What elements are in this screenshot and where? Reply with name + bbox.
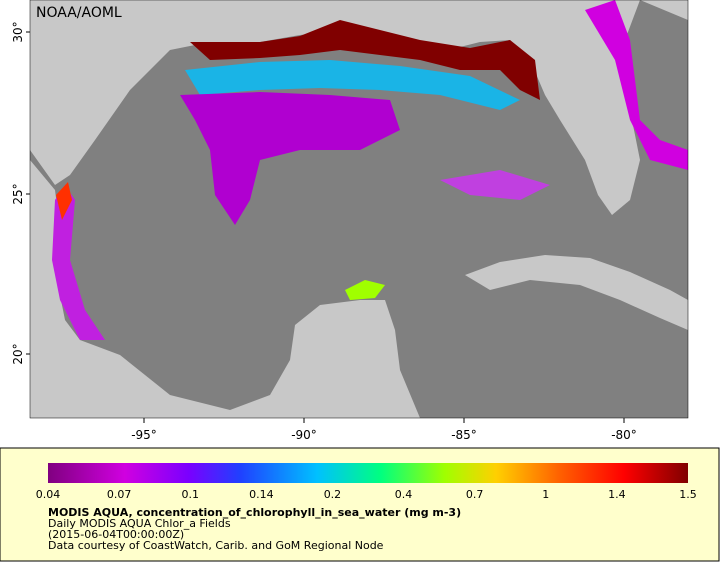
bloom-shelf (180, 92, 400, 225)
lat-labels: 30° 25° 20° (11, 21, 30, 365)
bloom-east (585, 0, 688, 170)
bloom-west-red (56, 182, 72, 220)
colorbar-tick-label: 0.7 (466, 488, 484, 501)
legend-title: MODIS AQUA, concentration_of_chlorophyll… (48, 506, 461, 519)
bloom-mid (440, 170, 550, 200)
map-frame (29, 0, 689, 419)
map (30, 0, 688, 418)
lon-labels: -95° -90° -85° -80° (131, 418, 637, 442)
colorbar-tick-label: 0.04 (36, 488, 61, 501)
colorbar-tick-label: 1.4 (608, 488, 626, 501)
colorbar-tick-label: 1 (542, 488, 549, 501)
lon-label: -90° (291, 428, 317, 442)
lat-label: 20° (11, 343, 25, 364)
legend-subtitle: Daily MODIS AQUA Chlor_a Fields (48, 517, 231, 530)
colorbar-tick-label: 0.1 (181, 488, 199, 501)
cuba-land (465, 255, 688, 330)
legend-credit: Data courtesy of CoastWatch, Carib. and … (48, 539, 384, 552)
bloom-west (52, 185, 105, 340)
lon-label: -80° (611, 428, 637, 442)
map-credit: NOAA/AOML (36, 5, 122, 21)
lon-label: -95° (131, 428, 157, 442)
bloom-north (190, 20, 540, 100)
bloom-yucatan (345, 280, 385, 300)
colorbar-tick-label: 0.2 (324, 488, 342, 501)
legend-time: (2015-06-04T00:00:00Z) (48, 528, 184, 541)
lon-label: -85° (451, 428, 477, 442)
colorbar-tick-label: 0.07 (107, 488, 132, 501)
mexico-land (30, 160, 420, 418)
colorbar-tick-label: 1.5 (679, 488, 697, 501)
lat-label: 25° (11, 183, 25, 204)
colorbar-ticks: 0.04 0.07 0.1 0.14 0.2 0.4 0.7 1 1.4 1.5 (36, 488, 697, 501)
lat-label: 30° (11, 21, 25, 42)
colorbar-tick-label: 0.4 (395, 488, 413, 501)
bloom-band (185, 60, 520, 110)
colorbar (48, 463, 688, 483)
colorbar-tick-label: 0.14 (249, 488, 274, 501)
